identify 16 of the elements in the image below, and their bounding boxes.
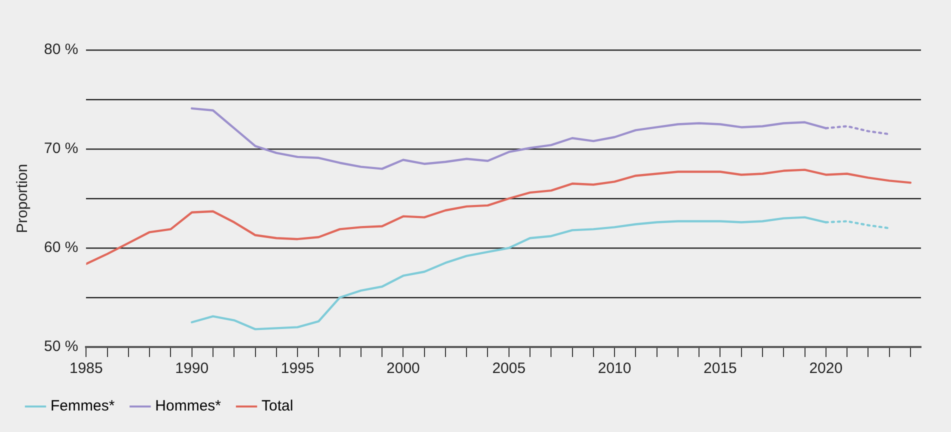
legend-label: Total — [262, 398, 294, 415]
y-axis-title: Proportion — [14, 164, 32, 234]
x-tick-label: 1985 — [70, 360, 103, 378]
y-tick-label: 50 % — [44, 338, 78, 356]
legend-label: Hommes* — [155, 398, 222, 415]
x-tick-label: 2000 — [386, 360, 420, 378]
x-tick-label: 2015 — [704, 360, 737, 378]
x-tick-label: 2010 — [598, 360, 632, 378]
x-tick-label: 1990 — [175, 360, 209, 378]
legend-label: Femmes* — [50, 398, 115, 415]
y-tick-label: 80 % — [44, 41, 78, 58]
x-tick-label: 2020 — [809, 360, 843, 378]
x-tick-label: 1995 — [280, 360, 314, 378]
y-tick-label: 60 % — [44, 239, 78, 256]
x-tick-label: 2005 — [492, 360, 526, 378]
y-tick-label: 70 % — [44, 140, 78, 158]
